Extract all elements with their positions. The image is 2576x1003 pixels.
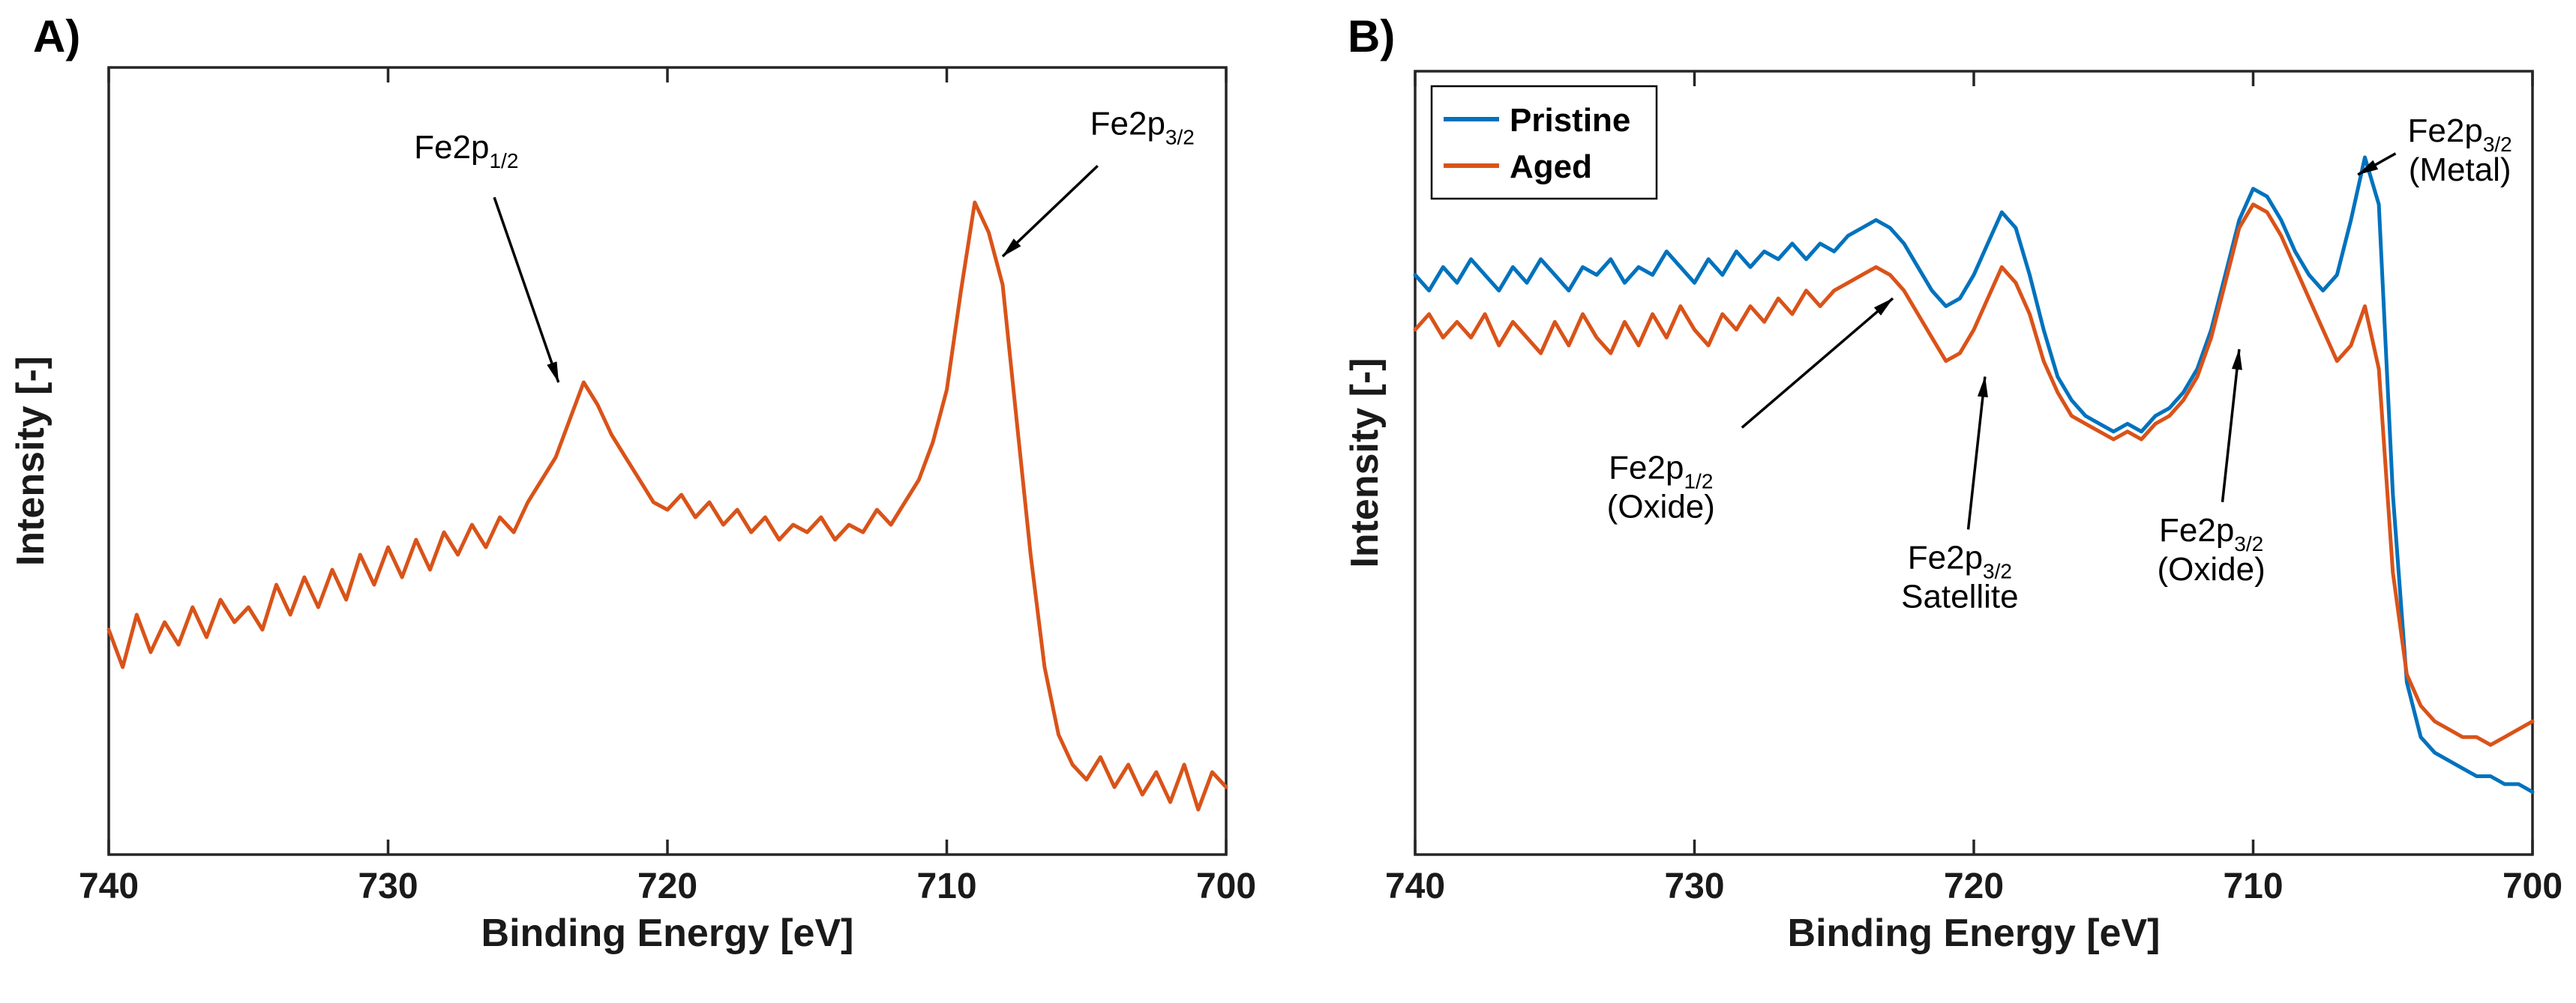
x-tick-label: 730	[1664, 867, 1724, 906]
fe2p-3-2-annotation-arrow	[1001, 164, 1099, 258]
x-tick-label: 740	[1385, 867, 1445, 906]
x-tick-label: 700	[2503, 867, 2563, 906]
x-tick-label: 740	[79, 867, 139, 906]
panel-b-chart: 740 730 720 710 700 Binding Energy [eV] Intens…	[1343, 70, 2563, 955]
x-tick-label: 730	[358, 867, 418, 906]
fe2p-3-2-oxide-annotation-arrow	[2221, 348, 2242, 502]
legend-box	[1430, 85, 1658, 200]
panel-a: A) 740 730 720 710 700 Binding Energy [eV] Int…	[9, 11, 1256, 955]
legend-label-aged: Aged	[1510, 148, 1592, 185]
fe2p-3-2-oxide-annotation-text-line1: Fe2p3/2	[2159, 512, 2263, 555]
fe2p-1-2-oxide-annotation-text-line2: (Oxide)	[1607, 488, 1715, 525]
x-tick-label: 710	[2223, 867, 2283, 906]
fe2p-3-2-oxide-annotation-text-line2: (Oxide)	[2158, 551, 2266, 588]
fe2p-3-2-satellite-annotation-text-line1: Fe2p3/2	[1908, 540, 2012, 583]
fe2p-3-2-satellite-annotation-arrow	[1966, 376, 1988, 530]
panel-a-letter: A)	[33, 11, 81, 61]
fe2p-1-2-annotation-arrow	[493, 196, 560, 383]
fe2p-3-2-metal-annotation-arrow	[2357, 152, 2397, 176]
y-axis-label: Intensity [-]	[9, 356, 52, 566]
fe2p-1-2-annotation-text-line1: Fe2p1/2	[414, 129, 518, 172]
x-tick-label: 700	[1196, 867, 1256, 906]
series-line-aged	[1413, 202, 2535, 747]
panel-a-chart: 740 730 720 710 700 Binding Energy [eV] Intens…	[9, 66, 1256, 955]
series-line-pristine	[1413, 155, 2535, 794]
fe2p-1-2-oxide-annotation-text-line1: Fe2p1/2	[1609, 449, 1713, 493]
panel-b-letter: B)	[1348, 11, 1396, 61]
panel-b: B) 740 730 720 710 700 Binding Energy [eV] Int…	[1288, 0, 2576, 1003]
fe2p-3-2-satellite-annotation-text-line2: Satellite	[1901, 579, 2019, 615]
x-tick-label: 720	[1944, 867, 2004, 906]
x-tick-label: 720	[637, 867, 697, 906]
series-line-fe2p-spectrum	[106, 200, 1228, 812]
x-tick-label: 710	[916, 867, 976, 906]
legend-label-pristine: Pristine	[1510, 102, 1630, 139]
y-axis-label: Intensity [-]	[1343, 358, 1387, 567]
fe2p-3-2-metal-annotation-text-line2: (Metal)	[2409, 151, 2512, 188]
x-axis-label: Binding Energy [eV]	[481, 912, 854, 955]
fe2p-3-2-metal-annotation-text-line1: Fe2p3/2	[2408, 112, 2512, 156]
x-axis-label: Binding Energy [eV]	[1788, 912, 2161, 955]
fe2p-1-2-oxide-annotation-arrow	[1741, 297, 1894, 429]
fe2p-3-2-annotation-text-line1: Fe2p3/2	[1090, 105, 1195, 148]
